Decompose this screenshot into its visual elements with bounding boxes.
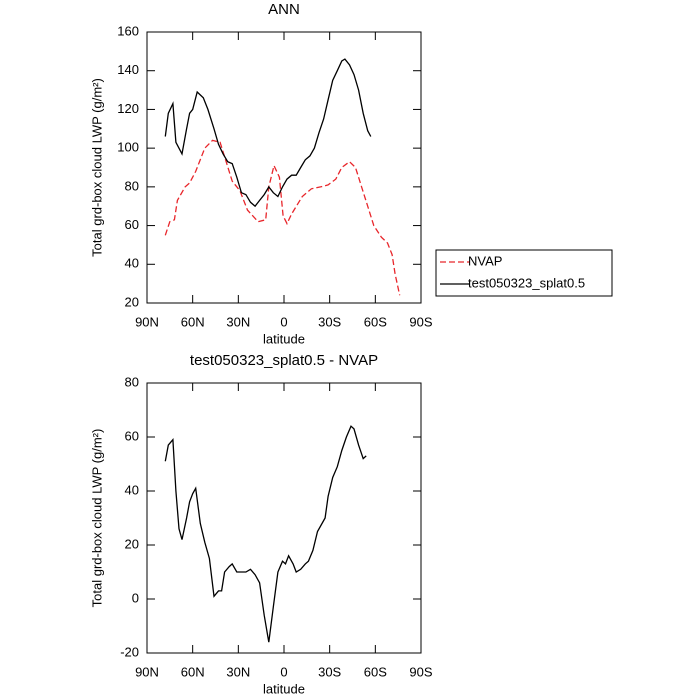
legend-box (435, 249, 613, 297)
x-tick-label: 0 (280, 314, 287, 329)
y-tick-label: 60 (125, 428, 139, 443)
series-line (164, 139, 401, 296)
y-tick-label: 60 (125, 217, 139, 232)
y-tick-label: 120 (117, 101, 139, 116)
x-tick-label: 90N (135, 314, 159, 329)
x-axis-label: latitude (263, 681, 305, 696)
y-tick-label: 80 (125, 178, 139, 193)
chart-title: test050323_splat0.5 - NVAP (190, 352, 378, 369)
x-tick-label: 0 (280, 664, 287, 679)
x-tick-label: 30N (226, 664, 250, 679)
x-tick-label: 90S (409, 314, 432, 329)
y-axis-label: Total grd-box cloud LWP (g/m²) (89, 78, 104, 257)
x-tick-label: 60N (181, 664, 205, 679)
y-tick-label: 40 (125, 256, 139, 271)
y-tick-label: 80 (125, 374, 139, 389)
x-tick-label: 30S (318, 664, 341, 679)
x-tick-label: 60S (364, 314, 387, 329)
y-tick-label: 100 (117, 140, 139, 155)
y-tick-label: 160 (117, 23, 139, 38)
legend-label: test050323_splat0.5 (468, 275, 585, 290)
plot-frame (146, 382, 422, 654)
legend-label: NVAP (468, 253, 502, 268)
x-tick-label: 30S (318, 314, 341, 329)
y-tick-label: 20 (125, 294, 139, 309)
series-line (164, 425, 367, 643)
y-tick-label: 20 (125, 536, 139, 551)
x-tick-label: 90N (135, 664, 159, 679)
x-tick-label: 60N (181, 314, 205, 329)
x-tick-label: 60S (364, 664, 387, 679)
y-tick-label: 40 (125, 482, 139, 497)
y-axis-label: Total grd-box cloud LWP (g/m²) (89, 429, 104, 608)
plot-frame (146, 31, 422, 304)
chart-title: ANN (268, 1, 300, 18)
y-tick-label: -20 (120, 644, 139, 659)
x-tick-label: 90S (409, 664, 432, 679)
x-tick-label: 30N (226, 314, 250, 329)
y-tick-label: 0 (132, 590, 139, 605)
series-line (164, 58, 372, 208)
y-tick-label: 140 (117, 62, 139, 77)
x-axis-label: latitude (263, 331, 305, 346)
